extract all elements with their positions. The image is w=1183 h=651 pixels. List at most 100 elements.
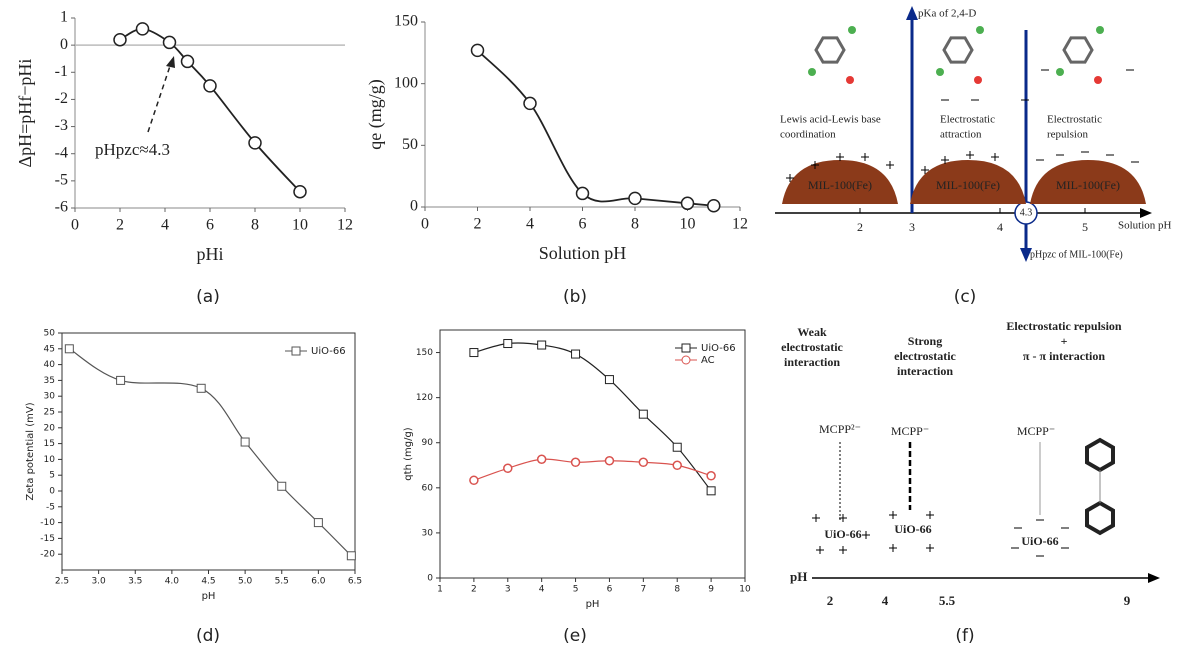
atom — [1096, 26, 1104, 34]
data-point — [708, 200, 720, 212]
x-tick-label: 8 — [631, 216, 639, 233]
data-point — [577, 187, 589, 199]
y-tick-label: -1 — [55, 63, 68, 80]
heading: π - π interaction — [1023, 349, 1105, 363]
data-point — [707, 487, 715, 495]
y-tick-label: 0 — [60, 36, 68, 53]
x-tick-label: 3 — [505, 585, 511, 595]
y-tick-label: -5 — [55, 172, 68, 189]
atom — [974, 76, 982, 84]
x-tick-label: 12 — [732, 216, 748, 233]
data-point — [65, 345, 73, 353]
y-tick-label: 0 — [410, 198, 418, 215]
legend-marker — [682, 356, 690, 364]
heading: interaction — [897, 364, 953, 378]
data-point — [117, 376, 125, 384]
data-point — [137, 23, 149, 35]
x-axis-title: Solution pH — [539, 243, 627, 263]
legend-marker — [682, 344, 690, 352]
atom — [1094, 76, 1102, 84]
annotation-arrow — [148, 66, 170, 132]
x-tick-label: 4.5 — [201, 577, 215, 587]
y-axis-title: qe (mg/g) — [365, 79, 386, 149]
data-point — [605, 376, 613, 384]
y-tick-label: 10 — [44, 455, 56, 465]
heading: interaction — [784, 355, 840, 369]
species: MCPP⁻ — [1017, 424, 1055, 438]
y-tick-label: -20 — [40, 550, 55, 560]
atom — [808, 68, 816, 76]
data-point — [472, 44, 484, 56]
data-point — [538, 455, 546, 463]
x-tick-label: 8 — [674, 585, 680, 595]
heading: Strong — [908, 334, 942, 348]
data-point — [278, 482, 286, 490]
x-tick-label: 10 — [680, 216, 696, 233]
x-tick-label: 12 — [337, 217, 353, 234]
x-tick-label: 1 — [437, 585, 443, 595]
y-axis-title: qth (mg/g) — [403, 427, 414, 480]
x-tick-label: 3.5 — [128, 577, 142, 587]
region-label: attraction — [940, 129, 982, 141]
data-point — [639, 410, 647, 418]
y-tick-label: 150 — [394, 13, 418, 30]
y-tick-label: -6 — [55, 199, 68, 216]
data-point — [504, 340, 512, 348]
x-tick-label: 0 — [71, 217, 79, 234]
sorbent: UiO-66 — [1021, 534, 1058, 548]
x-tick-label: 5 — [573, 585, 579, 595]
atom — [848, 26, 856, 34]
y-tick-label: 30 — [44, 392, 56, 402]
data-point — [249, 137, 261, 149]
species: MCPP²⁻ — [819, 422, 861, 436]
x-tick-label: 2 — [471, 585, 477, 595]
heading: electrostatic — [781, 340, 843, 354]
pzc-value: 4.3 — [1020, 207, 1033, 218]
data-point — [605, 457, 613, 465]
pzc-label: pHpzc of MIL-100(Fe) — [1030, 249, 1123, 260]
heading: Weak — [797, 325, 827, 339]
legend-marker — [292, 347, 300, 355]
x-axis-title: pH — [202, 591, 216, 602]
x-tick-label: 4 — [526, 216, 534, 233]
pka-label: pKa of 2,4-D — [918, 8, 976, 20]
atom — [936, 68, 944, 76]
arrow-head — [906, 6, 918, 20]
data-point — [182, 55, 194, 67]
panel-label: (f) — [955, 626, 974, 646]
y-tick-label: 150 — [416, 348, 433, 358]
y-tick-label: -2 — [55, 90, 68, 107]
sorbent: UiO-66 — [894, 522, 931, 536]
region-label: repulsion — [1047, 129, 1088, 141]
y-axis-title: Zeta potential (mV) — [25, 402, 36, 500]
sorbent: UiO-66 — [824, 527, 861, 541]
data-point — [673, 443, 681, 451]
arrow-head — [1140, 208, 1152, 218]
y-tick-label: -10 — [40, 518, 55, 528]
material-label: MIL-100(Fe) — [936, 178, 1000, 192]
data-point — [524, 97, 536, 109]
x-tick-label: 4 — [161, 217, 169, 234]
y-tick-label: 25 — [44, 408, 55, 418]
plot-frame — [440, 330, 745, 578]
series-line — [120, 29, 300, 192]
data-point — [673, 461, 681, 469]
y-tick-label: 50 — [44, 329, 56, 339]
legend-label: UiO-66 — [701, 343, 736, 354]
y-tick-label: 35 — [44, 376, 55, 386]
region-label: coordination — [780, 129, 836, 141]
data-point — [572, 350, 580, 358]
x-tick-label: 10 — [292, 217, 308, 234]
y-tick-label: 15 — [44, 439, 55, 449]
region-label: Lewis acid-Lewis base — [780, 114, 881, 126]
plot-frame — [62, 333, 355, 570]
y-axis-title: ΔpH=pHf−pHi — [15, 59, 35, 168]
series-line — [478, 50, 714, 205]
x-axis-title: pH — [586, 599, 600, 610]
legend-label: UiO-66 — [311, 346, 346, 357]
x-tick-label: 2.5 — [55, 577, 69, 587]
x-tick-label: 2 — [474, 216, 482, 233]
tick-label: 5.5 — [939, 593, 956, 608]
x-tick-label: 0 — [421, 216, 429, 233]
data-point — [538, 341, 546, 349]
